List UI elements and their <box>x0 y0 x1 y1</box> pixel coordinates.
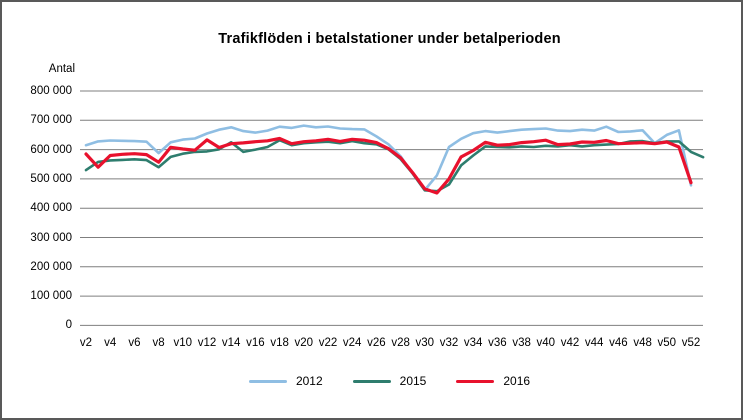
y-tick-label: 400 000 <box>30 202 72 215</box>
legend-label: 2015 <box>399 374 427 388</box>
x-tick-label: v46 <box>609 337 628 349</box>
x-tick-label: v38 <box>512 337 531 349</box>
y-tick-label: 0 <box>65 319 72 332</box>
y-tick-label: 600 000 <box>30 143 72 156</box>
x-tick-label: v28 <box>391 337 410 349</box>
x-tick-label: v52 <box>681 337 701 349</box>
legend-label: 2016 <box>503 374 531 388</box>
x-tick-label: v6 <box>128 337 141 349</box>
x-tick-label: v12 <box>197 337 217 349</box>
x-tick-label: v2 <box>79 337 93 349</box>
x-tick-label: v20 <box>294 337 314 349</box>
y-tick-label: 300 000 <box>30 231 72 244</box>
series-line-2012 <box>84 124 693 192</box>
x-tick-label: v18 <box>270 337 289 349</box>
y-tick-label: 800 000 <box>30 85 72 97</box>
legend-item-2012: 2012 <box>248 374 323 388</box>
x-tick-label: v16 <box>246 337 265 349</box>
x-tick-label: v42 <box>560 337 580 349</box>
y-tick-label: 200 000 <box>30 260 72 273</box>
chart-title: Trafikflöden i betalstationer under beta… <box>218 31 561 47</box>
y-tick-label: 700 000 <box>30 114 72 127</box>
x-tick-label: v48 <box>633 337 652 349</box>
x-tick-label: v8 <box>152 337 165 349</box>
x-tick-label: v44 <box>584 337 604 349</box>
x-tick-label: v36 <box>488 337 507 349</box>
legend-line-swatch <box>248 379 287 383</box>
x-tick-label: v32 <box>439 337 459 349</box>
legend-item-2015: 2015 <box>352 374 427 388</box>
x-tick-label: v24 <box>342 337 362 349</box>
x-tick-label: v22 <box>318 337 338 349</box>
legend-item-2016: 2016 <box>456 374 530 388</box>
x-tick-label: v10 <box>173 337 193 349</box>
x-tick-label: v4 <box>104 337 117 349</box>
legend-label: 2012 <box>295 374 323 388</box>
legend-line-swatch <box>352 379 391 383</box>
x-tick-label: v26 <box>367 337 386 349</box>
x-tick-label: v50 <box>657 337 677 349</box>
x-tick-label: v40 <box>536 337 556 349</box>
x-tick-label: v34 <box>463 337 483 349</box>
x-tick-label: v30 <box>415 337 435 349</box>
chart-legend: 2012 2015 2016 <box>78 374 701 388</box>
y-axis-unit-label: Antal <box>48 63 75 75</box>
x-tick-label: v14 <box>221 337 241 349</box>
y-tick-label: 500 000 <box>30 172 72 185</box>
series-line-2016 <box>84 136 693 195</box>
legend-line-swatch <box>456 379 495 383</box>
y-tick-label: 100 000 <box>30 290 72 303</box>
